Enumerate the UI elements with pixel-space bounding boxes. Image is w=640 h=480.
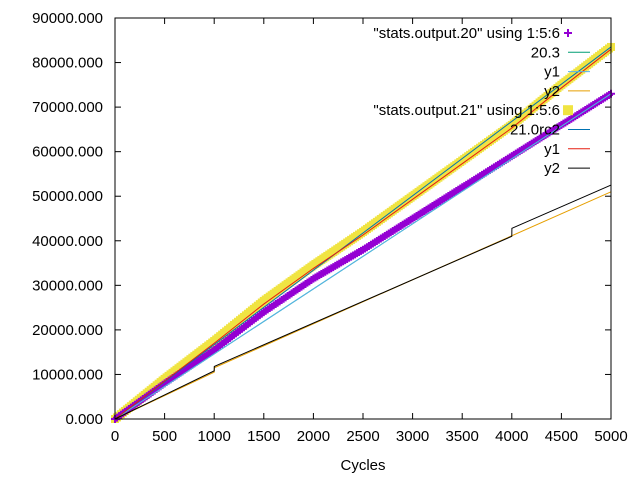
legend-label: 21.0rc2 — [510, 122, 560, 139]
x-tick-label: 3500 — [446, 428, 479, 445]
legend: "stats.output.20" using 1:5:6 20.3 y1 y2 "st… — [373, 25, 590, 177]
legend-label: y1 — [544, 64, 560, 81]
legend-plus-swatch — [564, 29, 572, 37]
y-tick-label: 20000.000 — [32, 322, 103, 339]
x-tick-label: 3000 — [396, 428, 429, 445]
legend-label: "stats.output.21" using 1:5:6 — [373, 102, 560, 119]
x-axis: 0 500 1000 1500 2000 2500 3000 3500 4000 4500 5000 — [111, 18, 628, 445]
plot-series — [111, 42, 615, 423]
x-axis-label: Cycles — [340, 457, 385, 474]
y-tick-label: 10000.000 — [32, 366, 103, 383]
y-tick-label: 50000.000 — [32, 188, 103, 205]
x-tick-label: 4000 — [495, 428, 528, 445]
y-tick-label: 60000.000 — [32, 144, 103, 161]
series-7-line — [114, 184, 612, 420]
y-axis: 0.000 10000.000 20000.000 30000.000 40000.00… — [32, 10, 611, 428]
x-tick-label: 1000 — [198, 428, 231, 445]
x-tick-label: 0 — [111, 428, 119, 445]
y-tick-label: 40000.000 — [32, 233, 103, 250]
y-tick-label: 80000.000 — [32, 55, 103, 72]
y-tick-label: 0.000 — [65, 411, 103, 428]
legend-label: y2 — [544, 160, 560, 177]
series-2-line — [114, 93, 612, 420]
legend-label: y2 — [544, 83, 560, 100]
legend-label: "stats.output.20" using 1:5:6 — [373, 25, 560, 42]
x-tick-label: 2500 — [346, 428, 379, 445]
series-6-line — [114, 48, 612, 420]
y-tick-label: 70000.000 — [32, 99, 103, 116]
x-tick-label: 500 — [152, 428, 177, 445]
legend-label: y1 — [544, 141, 560, 158]
x-tick-label: 1500 — [247, 428, 280, 445]
x-tick-label: 4500 — [545, 428, 578, 445]
x-tick-label: 2000 — [297, 428, 330, 445]
legend-label: 20.3 — [531, 44, 560, 61]
series-5-line — [114, 46, 612, 420]
x-tick-label: 5000 — [594, 428, 627, 445]
y-tick-label: 30000.000 — [32, 277, 103, 294]
legend-square-swatch — [563, 105, 573, 116]
y-tick-label: 90000.000 — [32, 10, 103, 27]
